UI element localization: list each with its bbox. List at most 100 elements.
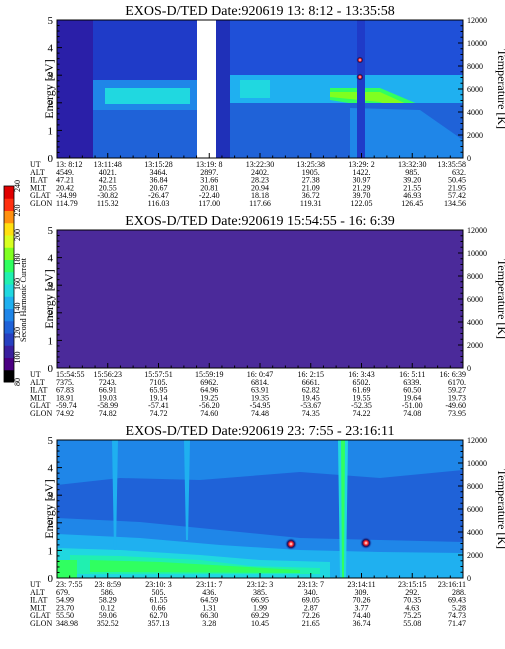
panel-1-hotspot bbox=[356, 56, 364, 64]
panel-1-hotspot bbox=[356, 73, 364, 81]
ephemeris-value: 16: 5:11 bbox=[399, 370, 425, 379]
colorbar-swatch bbox=[4, 333, 14, 346]
ephemeris-value: 1.31 bbox=[202, 603, 216, 612]
panel-1-region bbox=[57, 20, 93, 158]
colorbar-tick-label: 220 bbox=[13, 205, 22, 217]
ephemeris-row-label: UT bbox=[30, 580, 41, 589]
ephemeris-value: 64.59 bbox=[200, 596, 218, 605]
ephemeris-value: 3464. bbox=[150, 168, 168, 177]
colorbar-swatch bbox=[4, 296, 14, 309]
ephemeris-value: 69.29 bbox=[251, 611, 269, 620]
panel-3-left-axis: 0 1 2 3 4 5 bbox=[48, 435, 62, 585]
ephemeris-value: 985. bbox=[405, 168, 419, 177]
ephemeris-row-label: MLT bbox=[30, 183, 46, 192]
ephemeris-row-label: GLAT bbox=[30, 611, 51, 620]
panel-1-region bbox=[230, 20, 360, 75]
panel-1-right-axis: 0 2000 4000 6000 8000 10000 12000 bbox=[458, 16, 487, 163]
ephemeris-value: 292. bbox=[405, 588, 419, 597]
ephemeris-value: 13:15:28 bbox=[144, 160, 172, 169]
ephemeris-value: 0.12 bbox=[101, 603, 115, 612]
ephemeris-value: 23:15:15 bbox=[398, 580, 426, 589]
ephemeris-value: 126.45 bbox=[401, 199, 423, 208]
y2-tick-label: 12000 bbox=[467, 16, 487, 25]
colorbar-ticks: 80 100 120 140 160 180 200 220 240 bbox=[13, 180, 22, 386]
ephemeris-value: 1905. bbox=[302, 168, 320, 177]
y2-tick-label: 12000 bbox=[467, 226, 487, 235]
ephemeris-value: 436. bbox=[202, 588, 216, 597]
panel-3-title: EXOS-D/TED Date:920619 23: 7:55 - 23:16:… bbox=[126, 424, 395, 439]
panel-1-region bbox=[350, 108, 463, 158]
y2-tick-label: 8000 bbox=[467, 482, 483, 491]
ephemeris-value: 19.25 bbox=[200, 393, 218, 402]
y-tick-label: 5 bbox=[48, 15, 54, 27]
ephemeris-row-label: ALT bbox=[30, 168, 45, 177]
ephemeris-value: 2402. bbox=[251, 168, 269, 177]
ephemeris-row-label: GLON bbox=[30, 409, 52, 418]
ephemeris-value: 348.98 bbox=[56, 619, 78, 628]
ephemeris-value: 4549. bbox=[56, 168, 74, 177]
ephemeris-row-label: UT bbox=[30, 160, 41, 169]
ephemeris-value: 679. bbox=[56, 588, 70, 597]
ephemeris-value: 74.60 bbox=[200, 409, 218, 418]
panel-2-heatmap bbox=[57, 230, 463, 368]
ephemeris-value: 67.83 bbox=[56, 386, 74, 395]
ephemeris-value: 0.66 bbox=[152, 603, 166, 612]
ephemeris-row-label: ALT bbox=[30, 378, 45, 387]
colorbar-swatches bbox=[3, 185, 15, 383]
ephemeris-value: 115.32 bbox=[97, 199, 119, 208]
colorbar-swatch bbox=[4, 222, 14, 236]
ephemeris-value: 16: 3:43 bbox=[348, 370, 374, 379]
colorbar-tick-label: 120 bbox=[13, 327, 22, 339]
ephemeris-value: 19.14 bbox=[150, 393, 168, 402]
ephemeris-value: 13:19: 8 bbox=[196, 160, 222, 169]
ephemeris-value: 36.72 bbox=[302, 191, 320, 200]
ephemeris-value: 74.40 bbox=[353, 611, 371, 620]
ephemeris-value: 134.56 bbox=[444, 199, 466, 208]
y-tick-label: 2 bbox=[48, 308, 54, 320]
ephemeris-value: 6170. bbox=[448, 378, 466, 387]
y2-tick-label: 12000 bbox=[467, 436, 487, 445]
ephemeris-value: 23:16:11 bbox=[438, 580, 466, 589]
ephemeris-value: 4021. bbox=[99, 168, 117, 177]
ephemeris-value: 6814. bbox=[251, 378, 269, 387]
panel-2-title: EXOS-D/TED Date:920619 15:54:55 - 16: 6:… bbox=[125, 214, 394, 229]
y-tick-label: 3 bbox=[48, 280, 54, 292]
ephemeris-value: 28.23 bbox=[251, 176, 269, 185]
panel-1-region bbox=[93, 20, 203, 80]
ephemeris-value: 21.65 bbox=[302, 619, 320, 628]
ephemeris-value: 505. bbox=[152, 588, 166, 597]
ephemeris-value: -22.40 bbox=[199, 191, 220, 200]
ephemeris-value: 74.73 bbox=[448, 611, 466, 620]
ephemeris-value: 75.25 bbox=[403, 611, 421, 620]
ephemeris-value: 6339. bbox=[403, 378, 421, 387]
ephemeris-value: 23: 7:55 bbox=[56, 580, 82, 589]
colorbar-swatch bbox=[4, 369, 14, 383]
ephemeris-value: 23:12: 3 bbox=[247, 580, 273, 589]
ephemeris-value: 74.72 bbox=[150, 409, 168, 418]
y-tick-label: 4 bbox=[48, 43, 54, 55]
y2-tick-label: 0 bbox=[467, 154, 471, 163]
ephemeris-row-label: ILAT bbox=[30, 596, 47, 605]
colorbar-swatch bbox=[4, 284, 14, 297]
ephemeris-value: 19.03 bbox=[99, 393, 117, 402]
y-tick-label: 3 bbox=[48, 70, 54, 82]
panel-3-spike bbox=[184, 440, 190, 540]
ephemeris-row-label: MLT bbox=[30, 603, 46, 612]
ephemeris-value: -52.35 bbox=[351, 401, 372, 410]
ephemeris-value: 59.06 bbox=[99, 611, 117, 620]
ephemeris-value: 18.18 bbox=[251, 191, 269, 200]
ephemeris-value: 15:56:23 bbox=[94, 370, 122, 379]
ephemeris-value: 340. bbox=[304, 588, 318, 597]
ephemeris-value: -34.99 bbox=[56, 191, 77, 200]
ephemeris-row-label: MLT bbox=[30, 393, 46, 402]
ephemeris-value: -54.95 bbox=[250, 401, 271, 410]
panel-3-region bbox=[57, 440, 463, 485]
y2-tick-label: 6000 bbox=[467, 85, 483, 94]
ephemeris-value: 16: 2:15 bbox=[298, 370, 324, 379]
panel-1-region bbox=[216, 20, 230, 158]
ephemeris-value: 21.55 bbox=[403, 183, 421, 192]
colorbar-tick-label: 100 bbox=[13, 352, 22, 364]
ephemeris-value: 74.22 bbox=[353, 409, 371, 418]
